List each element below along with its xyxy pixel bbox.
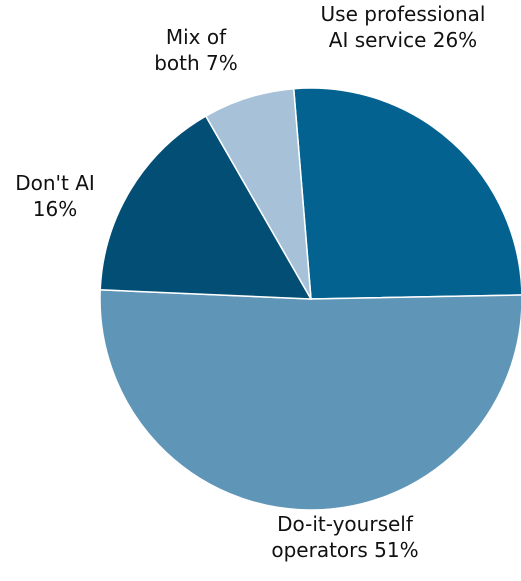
slice-label: Use professional AI service 26% [321, 2, 486, 52]
slice-label-line: Don't AI [15, 171, 95, 195]
pie-slices [99, 87, 521, 511]
slice-label-line: Mix of [166, 25, 227, 49]
slice-label-line: operators 51% [271, 538, 418, 562]
pie-slice [204, 87, 312, 300]
slice-label-line: both 7% [154, 51, 238, 75]
pie-labels: Use professional AI service 26% Do-it-your… [15, 2, 485, 562]
slice-label-line: AI service 26% [329, 28, 477, 52]
slice-label-line: 16% [33, 197, 77, 221]
slice-label-line: Do-it-yourself [277, 512, 414, 536]
slice-label: Do-it-yourself operators 51% [271, 512, 418, 562]
pie-slice [99, 115, 313, 300]
slice-label: Mix of both 7% [154, 25, 238, 75]
pie-slice [292, 87, 521, 300]
pie-slice [99, 289, 521, 511]
slice-label: Don't AI 16% [15, 171, 95, 221]
slice-label-line: Use professional [321, 2, 486, 26]
